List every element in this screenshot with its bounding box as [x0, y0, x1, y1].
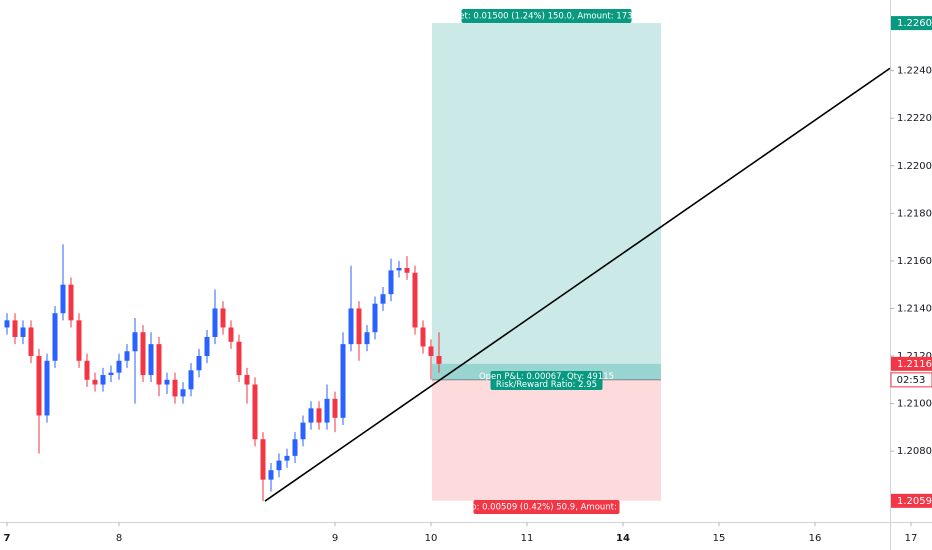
y-tick-label: 1.21200 — [897, 351, 932, 362]
y-tick-label: 1.22400 — [897, 66, 932, 77]
price-tag: 1.20591 — [897, 496, 932, 507]
candle-body — [156, 344, 162, 385]
countdown: 02:53 — [897, 375, 926, 386]
price-tag-bg — [891, 493, 932, 508]
candle-body — [188, 370, 194, 390]
candle-body — [28, 327, 34, 357]
candle-body — [244, 375, 250, 385]
trend-line — [264, 67, 891, 502]
candle-body — [212, 308, 218, 337]
candle-body — [348, 308, 354, 345]
price-tag-bg — [891, 16, 932, 31]
candle-body — [140, 332, 146, 376]
y-tick-label: 1.22000 — [897, 161, 932, 172]
candle-body — [380, 294, 386, 304]
y-tick-label: 1.21600 — [897, 256, 932, 267]
candle-body — [196, 356, 202, 371]
x-tick-label: 10 — [425, 533, 438, 544]
candle-body — [412, 272, 418, 328]
candle-body — [108, 372, 114, 376]
x-tick-label: 17 — [905, 533, 918, 544]
candle-body — [84, 360, 90, 380]
candle-body — [132, 332, 138, 352]
candle-body — [236, 341, 242, 376]
candle-body — [92, 379, 98, 385]
candle-body — [36, 356, 42, 416]
stop-zone — [432, 379, 661, 501]
y-tick-label: 1.21400 — [897, 303, 932, 314]
y-tick-label: 1.21800 — [897, 208, 932, 219]
target-label: Target: 0.01500 (1.24%) 150.0, Amount: 1… — [441, 12, 652, 22]
candle-body — [300, 422, 306, 440]
price-tag-bg — [891, 356, 932, 371]
stop-label: Stop: 0.00509 (0.42%) 50.9, Amount: 750 — [457, 503, 636, 513]
candle-body — [284, 455, 290, 461]
candle-body — [180, 389, 186, 397]
candle-body — [44, 360, 50, 416]
candle-body — [252, 384, 258, 440]
y-tick-label: 1.21000 — [897, 399, 932, 410]
x-tick-label: 11 — [521, 533, 534, 544]
candle-body — [308, 408, 314, 423]
x-tick-label: 8 — [116, 533, 122, 544]
pnl-label-bg — [490, 371, 603, 390]
candle-body — [148, 344, 154, 376]
candle-body — [388, 270, 394, 295]
candle-body — [204, 336, 210, 357]
candle-body — [60, 284, 66, 314]
candle-body — [20, 327, 26, 337]
candle-body — [268, 470, 274, 480]
candle-body — [52, 313, 58, 361]
candle-body — [316, 408, 322, 423]
target-label-bg — [461, 9, 632, 23]
x-tick-label: 14 — [616, 533, 630, 544]
candle-body — [364, 332, 370, 345]
candle-body — [436, 356, 442, 364]
stop-label-bg — [473, 500, 620, 514]
candle-body — [172, 379, 178, 397]
x-tick-label: 15 — [713, 533, 726, 544]
candle-body — [428, 346, 434, 357]
countdown-bg — [890, 372, 932, 388]
candle-body — [372, 303, 378, 333]
target-zone — [432, 23, 661, 380]
candle-body — [332, 398, 338, 418]
candle-body — [4, 320, 10, 328]
y-tick-label: 1.20800 — [897, 446, 932, 457]
candle-body — [420, 327, 426, 347]
candle-body — [340, 344, 346, 418]
pnl-label: Risk/Reward Ratio: 2.95 — [496, 380, 597, 390]
candle-body — [324, 398, 330, 423]
candle-body — [124, 351, 130, 361]
candle-body — [164, 379, 170, 385]
candle-body — [100, 375, 106, 385]
candle-body — [356, 308, 362, 345]
candle-body — [276, 460, 282, 471]
price-tag: 1.22600 — [897, 18, 932, 29]
pnl-label: Open P&L: 0.00067, Qty: 49115 — [479, 372, 614, 382]
candle-body — [12, 320, 18, 337]
y-tick-label: 1.22200 — [897, 113, 932, 124]
x-tick-label: 7 — [4, 533, 11, 544]
candle-body — [220, 308, 226, 328]
price-tag: 1.21167 — [897, 359, 932, 370]
candle-body — [260, 439, 266, 480]
candle-body — [76, 320, 82, 361]
x-tick-label: 16 — [809, 533, 822, 544]
x-tick-label: 9 — [332, 533, 338, 544]
candle-body — [396, 268, 402, 271]
candle-body — [292, 439, 298, 456]
candle-body — [404, 268, 410, 273]
candle-body — [228, 327, 234, 342]
candle-body — [68, 284, 74, 321]
candle-body — [116, 360, 122, 373]
